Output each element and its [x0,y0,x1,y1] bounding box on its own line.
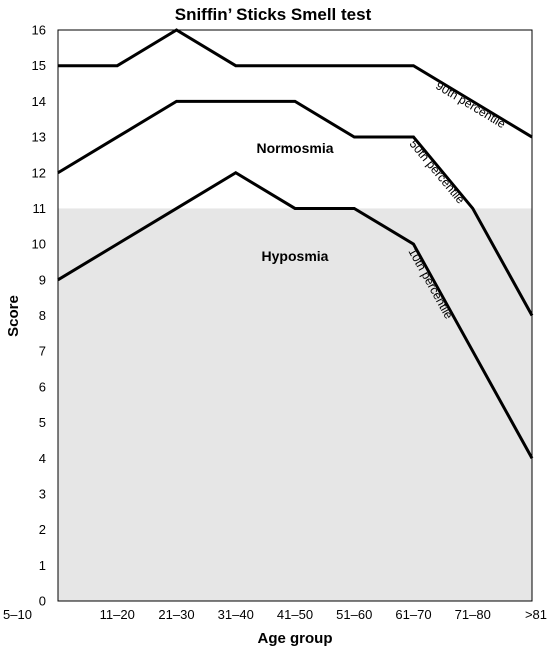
y-tick-label: 9 [39,272,46,287]
series-line-2 [57,170,534,459]
x-tick-label: >81 [525,607,547,622]
x-tick-label: 21–30 [158,607,194,622]
x-tick-label: 5–10 [3,607,32,622]
y-tick-label: 3 [39,486,46,501]
plot-frame [57,29,533,602]
x-tick-label: 31–40 [218,607,254,622]
y-tick-label: 11 [33,201,47,216]
y-tick-label: 1 [39,558,46,573]
x-tick-label: 41–50 [277,607,313,622]
x-tick-label: 61–70 [395,607,431,622]
y-tick-label: 4 [39,451,46,466]
series-layer [57,28,534,459]
normosmia-label: Normosmia [256,140,333,156]
x-tick-label: 71–80 [455,607,491,622]
y-tick-label: 7 [39,344,46,359]
y-tick-label: 12 [32,165,46,180]
x-tick-label: 51–60 [336,607,372,622]
x-axis-ticks: 5–10 11–20 21–30 31–40 41–50 51–60 61–70 71–80 >… [3,607,547,622]
y-tick-label: 10 [32,237,46,252]
y-tick-label: 8 [39,308,46,323]
series-line-0 [58,28,533,139]
y-tick-label: 14 [32,94,46,109]
hyposmia-shaded-region [58,208,532,601]
chart-title: Sniffin’ Sticks Smell test [175,5,372,24]
y-tick-label: 16 [32,23,46,38]
y-tick-label: 15 [32,58,46,73]
y-tick-label: 13 [32,130,46,145]
series-line-1 [57,99,534,317]
y-axis-title: Score [5,295,22,337]
y-tick-label: 0 [39,594,46,609]
hyposmia-label: Hyposmia [262,248,329,264]
y-tick-label: 5 [39,415,46,430]
x-axis-title: Age group [258,630,333,647]
x-tick-label: 11–20 [100,607,135,622]
y-tick-label: 6 [39,379,46,394]
y-tick-label: 2 [39,522,46,537]
